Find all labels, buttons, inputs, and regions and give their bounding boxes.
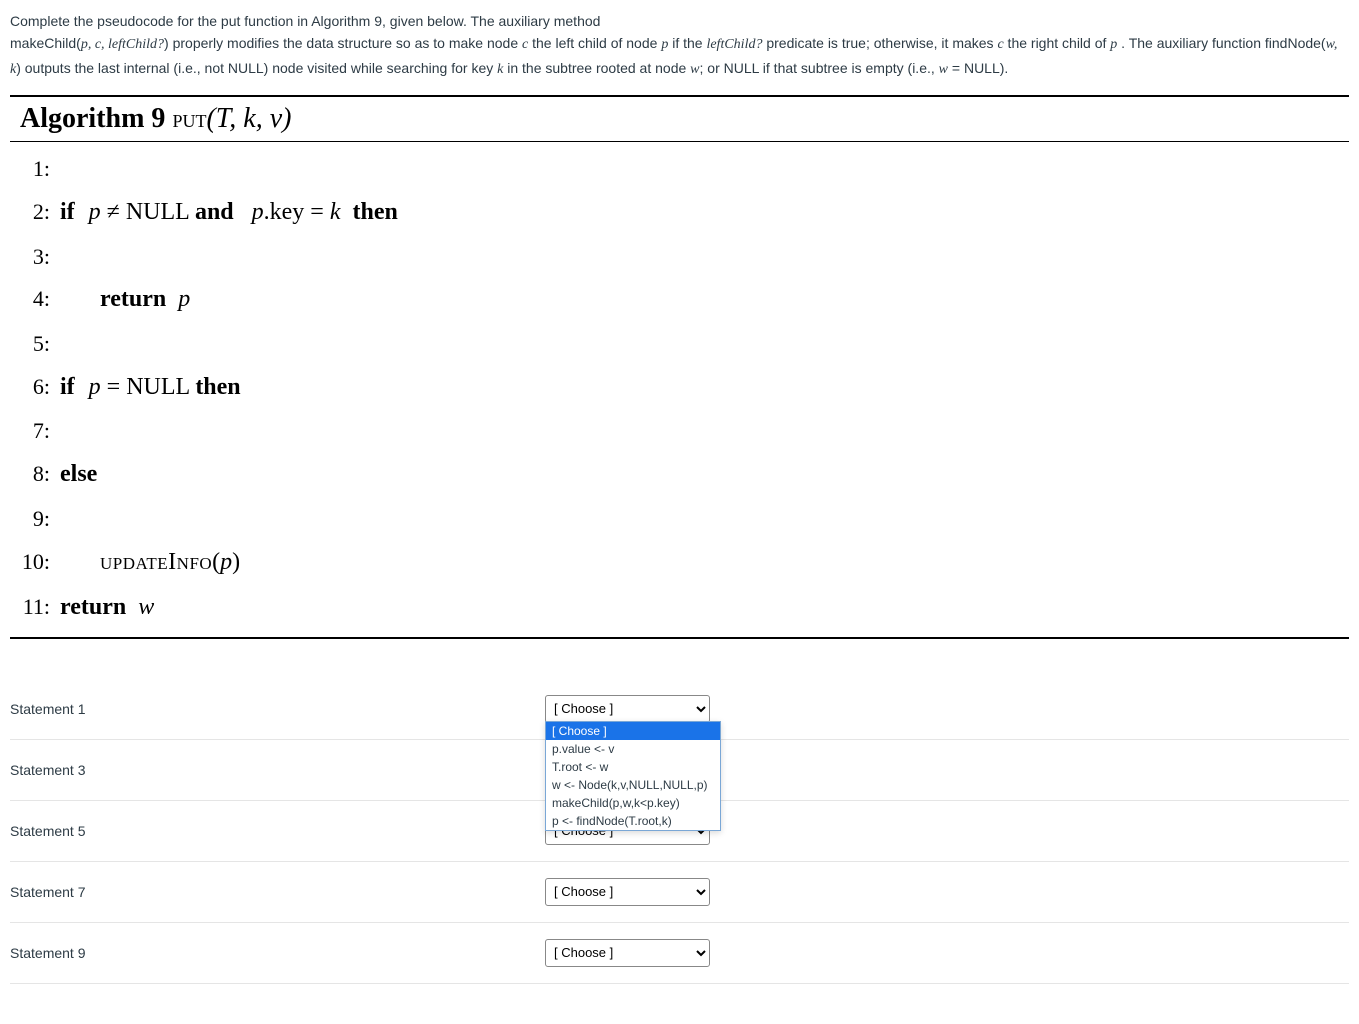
dropdown-option[interactable]: p <- findNode(T.root,k) [546, 812, 720, 830]
algo-line: 8: else [10, 452, 1349, 498]
algo-line: 2: if p ≠ NULL and p.key = k then [10, 190, 1349, 236]
algo-line: 5: [10, 323, 1349, 365]
statement-row: Statement 7[ Choose ] [10, 862, 1349, 923]
statement-label: Statement 5 [10, 823, 545, 839]
statement-row: Statement 9[ Choose ] [10, 923, 1349, 984]
statement-select-open[interactable]: [ Choose ]p.value <- vT.root <- ww <- No… [545, 721, 721, 831]
dropdown-option[interactable]: p.value <- v [546, 740, 720, 758]
intro-line2: makeChild(p, c, leftChild?) properly mod… [10, 35, 1337, 75]
algo-line: 4: return p [10, 277, 1349, 323]
algo-line: 11: return w [10, 585, 1349, 631]
algo-line: 3: [10, 236, 1349, 278]
algo-line: 6: if p = NULL then [10, 365, 1349, 411]
statement-label: Statement 7 [10, 884, 545, 900]
statement-select[interactable]: [ Choose ] [545, 695, 710, 723]
algorithm-box: Algorithm 9 put(T, k, v) 1: 2: if p ≠ NU… [10, 95, 1349, 639]
algorithm-lines: 1: 2: if p ≠ NULL and p.key = k then 3: … [10, 142, 1349, 637]
intro-line1: Complete the pseudocode for the put func… [10, 13, 600, 29]
statement-select[interactable]: [ Choose ] [545, 939, 710, 967]
statement-label: Statement 3 [10, 762, 545, 778]
dropdown-option[interactable]: makeChild(p,w,k<p.key) [546, 794, 720, 812]
dropdown-option[interactable]: w <- Node(k,v,NULL,NULL,p) [546, 776, 720, 794]
dropdown-option[interactable]: [ Choose ] [546, 722, 720, 740]
statement-select-wrap: [ Choose ][ Choose ]p.value <- vT.root <… [545, 695, 710, 723]
statement-row: Statement 1[ Choose ][ Choose ]p.value <… [10, 679, 1349, 740]
statement-label: Statement 1 [10, 701, 545, 717]
statement-select-wrap: [ Choose ] [545, 939, 710, 967]
algo-line: 1: [10, 148, 1349, 190]
algo-line: 10: updateInfo(p) [10, 540, 1349, 586]
algorithm-title: Algorithm 9 put(T, k, v) [10, 97, 1349, 142]
dropdown-option[interactable]: T.root <- w [546, 758, 720, 776]
algo-line: 9: [10, 498, 1349, 540]
statements-section: Statement 1[ Choose ][ Choose ]p.value <… [10, 679, 1349, 984]
statement-label: Statement 9 [10, 945, 545, 961]
question-intro: Complete the pseudocode for the put func… [10, 10, 1349, 81]
algo-line: 7: [10, 410, 1349, 452]
